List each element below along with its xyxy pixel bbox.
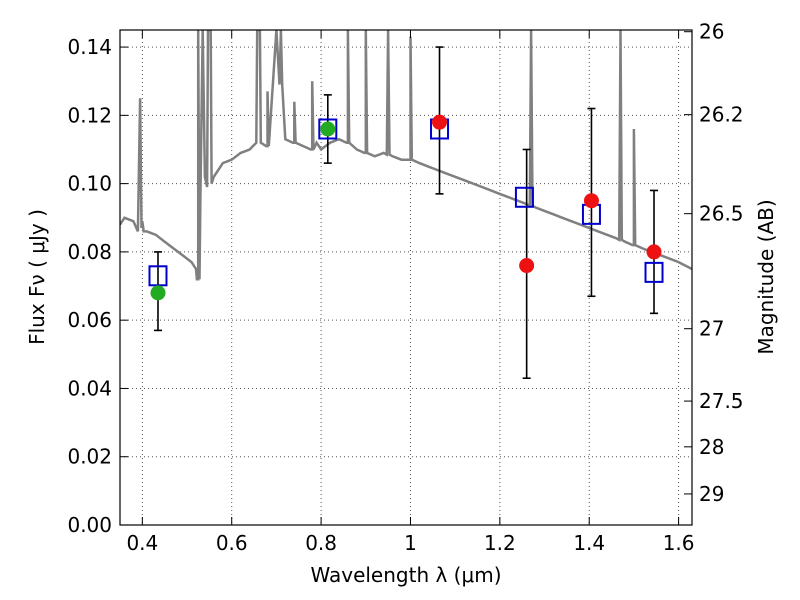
x-axis-ticks: 0.4 0.6 0.8 1 1.2 1.4 1.6 xyxy=(126,30,695,555)
y-tick-label: 0.10 xyxy=(67,172,112,196)
right-tick-label: 26 xyxy=(699,20,724,44)
right-tick-label: 27 xyxy=(699,317,724,341)
y-axis-ticks: 0.00 0.02 0.04 0.06 0.08 0.10 0.12 0.14 xyxy=(67,35,128,537)
y-axis-title: Flux Fν ( μJy ) xyxy=(25,209,49,345)
observed-flux-point xyxy=(519,258,535,274)
right-tick-label: 26.5 xyxy=(699,202,744,226)
y-tick-label: 0.14 xyxy=(67,35,112,59)
observed-flux-point xyxy=(432,114,448,130)
model-flux-square xyxy=(148,265,168,287)
right-tick-label: 29 xyxy=(699,482,724,506)
y-tick-label: 0.00 xyxy=(67,513,112,537)
x-tick-label: 1.2 xyxy=(484,531,516,555)
y-tick-label: 0.02 xyxy=(67,445,112,469)
y-tick-label: 0.04 xyxy=(67,376,112,400)
plot-frame xyxy=(119,29,693,526)
x-tick-label: 1.4 xyxy=(573,531,605,555)
y-tick-label: 0.06 xyxy=(67,308,112,332)
right-tick-label: 27.5 xyxy=(699,389,744,413)
x-tick-label: 1 xyxy=(404,531,417,555)
right-axis-title: Magnitude (AB) xyxy=(754,199,778,354)
model-flux-square xyxy=(514,186,534,208)
x-tick-label: 0.8 xyxy=(305,531,337,555)
observed-flux-point xyxy=(150,285,166,301)
plot-area xyxy=(120,30,692,525)
x-axis-title: Wavelength λ (μm) xyxy=(310,563,501,587)
y-tick-label: 0.08 xyxy=(67,240,112,264)
x-tick-label: 0.6 xyxy=(216,531,248,555)
observed-flux-point xyxy=(583,193,599,209)
x-tick-label: 1.6 xyxy=(663,531,695,555)
observed-flux-point xyxy=(320,121,336,137)
x-tick-label: 0.4 xyxy=(126,531,158,555)
right-axis-ticks: 26 26.2 26.5 27 27.5 28 29 xyxy=(684,20,744,506)
y-tick-label: 0.12 xyxy=(67,103,112,127)
right-tick-label: 26.2 xyxy=(699,103,744,127)
model-flux-square xyxy=(644,261,664,283)
right-tick-label: 28 xyxy=(699,435,724,459)
observed-flux-point xyxy=(646,244,662,260)
model-spectrum-line xyxy=(120,30,692,281)
model-flux-square xyxy=(318,118,338,140)
data-markers xyxy=(148,114,664,301)
